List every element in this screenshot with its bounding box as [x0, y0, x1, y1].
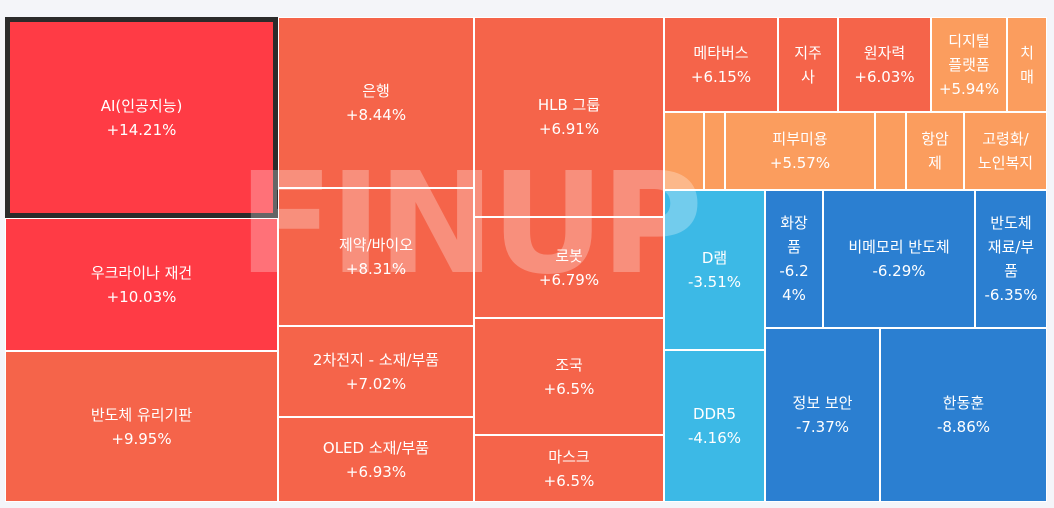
cell-name: 마스크	[548, 447, 590, 466]
treemap-cell[interactable]: 로봇 +6.79%	[474, 217, 664, 318]
cell-name: 한동훈	[942, 394, 985, 412]
cell-value: +6.15%	[690, 67, 752, 86]
treemap-cell[interactable]: 항암 제	[906, 112, 964, 190]
cell-name: 반도체 유리기판	[90, 405, 193, 424]
cell-name: OLED 소재/부품	[322, 438, 430, 457]
treemap-cell[interactable]: 마스크 +6.5%	[474, 435, 664, 502]
cell-name: 조국	[555, 355, 583, 374]
cell-name: 메타버스	[693, 43, 749, 62]
cell-name: 피부미용	[772, 130, 828, 148]
cell-value: -6.29%	[872, 262, 926, 280]
treemap-cell[interactable]: 한동훈 -8.86%	[880, 328, 1047, 502]
treemap-cell[interactable]: 우크라이나 재건 +10.03%	[5, 218, 278, 351]
treemap-cell[interactable]: 반도체 재료/부 품 -6.35%	[975, 190, 1047, 328]
treemap-cell[interactable]: HLB 그룹 +6.91%	[474, 17, 664, 217]
treemap-cell[interactable]: 반도체 유리기판 +9.95%	[5, 351, 278, 502]
cell-value: +8.44%	[345, 105, 407, 124]
cell-name: 화장 품	[780, 214, 808, 256]
cell-name: 우크라이나 재건	[90, 263, 193, 282]
cell-name: 반도체 재료/부 품	[987, 214, 1035, 280]
treemap-cell[interactable]: DDR5 -4.16%	[664, 350, 765, 502]
cell-value: +6.5%	[543, 379, 595, 398]
cell-value: +6.5%	[543, 471, 595, 490]
cell-value: -6.35%	[984, 286, 1038, 304]
cell-value: +8.31%	[345, 260, 407, 278]
treemap-cell[interactable]: 디지털 플랫폼 +5.94%	[931, 17, 1007, 112]
cell-value: +9.95%	[111, 429, 172, 448]
cell-value: -4.16%	[687, 429, 742, 447]
treemap-cell[interactable]: 원자력 +6.03%	[838, 17, 931, 112]
cell-name: 치 매	[1020, 43, 1034, 86]
cell-value: -3.51%	[687, 273, 742, 291]
treemap-cell[interactable]: 고령화/ 노인복지	[964, 112, 1047, 190]
cell-name: DDR5	[692, 405, 737, 423]
cell-value: +6.79%	[538, 270, 600, 289]
cell-name: AI(인공지능)	[100, 96, 183, 115]
cell-name: 고령화/ 노인복지	[977, 130, 1034, 172]
treemap-cell[interactable]: 제약/바이오 +8.31%	[278, 188, 474, 326]
treemap-cell[interactable]: 정보 보안 -7.37%	[765, 328, 880, 502]
treemap-cell[interactable]: 지주 사	[778, 17, 838, 112]
cell-name: 은행	[362, 81, 390, 100]
cell-value: -8.86%	[936, 418, 991, 436]
treemap-cell[interactable]: D램 -3.51%	[664, 190, 765, 350]
treemap-cell[interactable]: 조국 +6.5%	[474, 318, 664, 435]
cell-name: 로봇	[555, 246, 583, 265]
cell-value: +14.21%	[106, 120, 177, 139]
cell-value: +6.91%	[538, 120, 600, 138]
treemap-cell[interactable]: AI(인공지능) +14.21%	[5, 17, 278, 218]
cell-name: 항암 제	[921, 130, 949, 172]
cell-value: +5.94%	[938, 79, 1000, 98]
cell-name: 정보 보안	[792, 394, 853, 412]
cell-name: 지주 사	[794, 43, 822, 86]
cell-name: 디지털 플랫폼	[948, 31, 990, 74]
treemap-cell[interactable]: 비메모리 반도체 -6.29%	[823, 190, 975, 328]
treemap-cell[interactable]: 치 매	[1007, 17, 1047, 112]
cell-name: 2차전지 - 소재/부품	[312, 350, 440, 369]
cell-name: 제약/바이오	[338, 236, 414, 254]
cell-name: 원자력	[863, 43, 906, 62]
cell-value: +5.57%	[769, 154, 831, 172]
cell-value: +6.93%	[345, 462, 407, 481]
treemap-cell[interactable]	[664, 112, 704, 190]
treemap-cell[interactable]: OLED 소재/부품 +6.93%	[278, 417, 474, 502]
cell-value: +10.03%	[106, 287, 177, 306]
treemap-cell[interactable]: 2차전지 - 소재/부품 +7.02%	[278, 326, 474, 417]
cell-value: -6.2 4%	[779, 262, 809, 304]
cell-value: +7.02%	[345, 374, 407, 393]
cell-value: +6.03%	[854, 67, 915, 86]
treemap-cell[interactable]	[704, 112, 725, 190]
treemap-cell[interactable]: 피부미용 +5.57%	[725, 112, 875, 190]
cell-name: HLB 그룹	[537, 96, 601, 114]
treemap-cell[interactable]: 은행 +8.44%	[278, 17, 474, 188]
cell-value: -7.37%	[795, 418, 850, 436]
cell-name: 비메모리 반도체	[848, 238, 950, 256]
treemap-cell[interactable]: 메타버스 +6.15%	[664, 17, 778, 112]
treemap-cell[interactable]: 화장 품 -6.2 4%	[765, 190, 823, 328]
cell-name: D램	[701, 249, 728, 267]
treemap-cell[interactable]	[875, 112, 906, 190]
